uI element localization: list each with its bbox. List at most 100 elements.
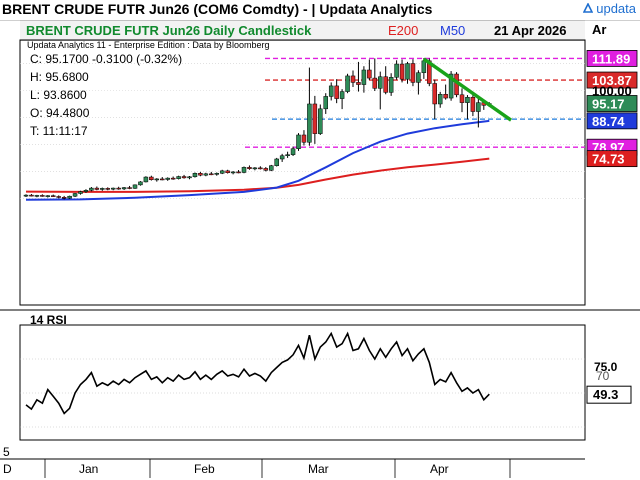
candle (127, 185, 132, 190)
candle (247, 165, 252, 170)
candle (410, 59, 416, 87)
rsi-axis-label: 75.0 (594, 360, 618, 374)
x-axis-label: Mar (308, 462, 329, 476)
candle (345, 73, 350, 94)
candle (181, 174, 187, 179)
candle-body (296, 134, 301, 149)
candle-body (383, 76, 388, 93)
candle-body (476, 102, 481, 112)
candle (432, 79, 437, 120)
candle (138, 181, 143, 186)
candle-body (236, 171, 241, 174)
candle (290, 146, 296, 157)
price-badge-box (586, 150, 638, 168)
candle-body (72, 193, 78, 197)
candle-body (307, 103, 312, 143)
candle (269, 164, 274, 172)
candle (318, 104, 323, 135)
candle (94, 186, 100, 191)
window-title: BRENT CRUDE FUTR Jun26 (COM6 Comdty) - |… (2, 1, 433, 17)
candle-body (285, 154, 290, 156)
candle-body (198, 173, 203, 176)
candle-body (78, 191, 83, 194)
rsi-title: 14 RSI (30, 313, 67, 327)
candle (67, 195, 72, 199)
candle-body (263, 168, 269, 171)
candle (465, 95, 470, 120)
candle (89, 187, 94, 192)
candle-body (443, 94, 448, 99)
x-axis-label: Apr (430, 462, 449, 476)
candle-body (367, 69, 372, 79)
candle-body (230, 171, 236, 174)
candle-body (170, 177, 176, 180)
panel-frames (0, 39, 640, 460)
candle (470, 92, 476, 117)
candle (225, 169, 230, 174)
updata-logo-icon (583, 3, 594, 13)
edition-label: Updata Analytics 11 - Enterprise Edition… (27, 40, 270, 50)
price-badge-text: 100.00 (592, 83, 632, 98)
candle (132, 184, 138, 189)
candle (83, 189, 89, 193)
price-badge-box (586, 112, 638, 130)
candle (45, 195, 51, 198)
candle (170, 176, 176, 180)
candle (143, 176, 149, 183)
candle (192, 172, 198, 178)
rsi-axis-label: 70 (596, 369, 610, 383)
candle (367, 59, 372, 80)
candle-body (290, 148, 296, 155)
rsi-panel-frame (19, 324, 586, 441)
m50-legend[interactable]: M50 (440, 23, 466, 38)
candle (252, 167, 258, 171)
candle-body (187, 176, 192, 179)
candle-body (121, 187, 127, 190)
candle-body (89, 187, 94, 191)
candle-body (372, 77, 378, 89)
axis-header-label: Ar (592, 22, 607, 37)
candle-body (394, 63, 399, 78)
candle-body (154, 178, 160, 181)
candle-body (388, 77, 394, 93)
candle (263, 167, 269, 172)
candle-body (181, 176, 187, 179)
x-axis-label: Feb (194, 462, 215, 476)
candle (149, 175, 154, 181)
price-badge-box (586, 71, 638, 89)
candle-body (40, 195, 45, 197)
resistance-trendline (422, 57, 513, 122)
candle-body (132, 184, 138, 189)
candle-body (318, 108, 323, 134)
candle (399, 59, 405, 83)
candle-body (51, 195, 56, 197)
rsi-last-value-badge: 49.3 (586, 385, 632, 404)
candle-body (110, 187, 116, 190)
candle-body (56, 196, 61, 198)
candle-body (100, 188, 105, 190)
candle-body (192, 173, 198, 178)
candle (72, 192, 78, 198)
x-axis: D Jan Feb Mar Apr (3, 459, 511, 478)
candle-body (29, 194, 34, 197)
candle (203, 172, 209, 177)
candle-body (116, 187, 121, 190)
candle (214, 172, 219, 176)
candle (40, 194, 45, 197)
candle (105, 187, 110, 191)
candle-body (258, 167, 263, 170)
candle (312, 95, 318, 144)
x-axis-label: Jan (79, 462, 98, 476)
candle (405, 61, 410, 84)
candle-body (225, 170, 230, 173)
price-badge-103.87: 103.87 (586, 71, 638, 89)
candle-body (399, 63, 405, 80)
candle-body (356, 82, 361, 85)
candle-body (214, 173, 219, 175)
e200-legend[interactable]: E200 (388, 23, 419, 38)
candle (328, 82, 334, 101)
candle-body (279, 155, 285, 160)
price-badge-text: 111.89 (592, 51, 630, 66)
price-badge-box (586, 95, 638, 112)
